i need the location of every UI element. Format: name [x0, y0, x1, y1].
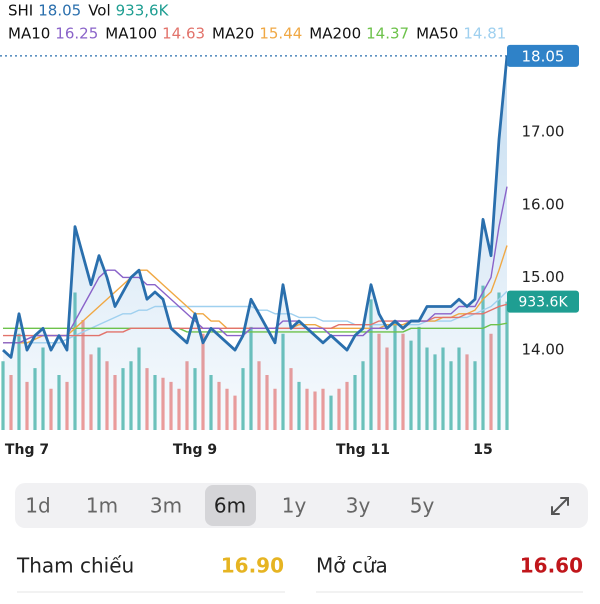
range-tab[interactable]: 6m: [214, 494, 246, 518]
selected-tab-bg: [205, 485, 256, 526]
x-tick-label: Thg 9: [173, 442, 217, 458]
x-tick-label: 15: [473, 442, 492, 458]
legend-value: 14.81: [463, 25, 506, 43]
legend-name: MA10: [8, 25, 50, 43]
y-tick-label: 16.00: [522, 195, 565, 213]
ma-line: [3, 322, 508, 333]
expand-icon: [560, 497, 569, 506]
price-line: [2, 55, 509, 359]
legend-name: MA100: [105, 25, 157, 43]
range-tab[interactable]: 1d: [25, 494, 50, 518]
range-tab-bar: [15, 483, 588, 528]
legend-value: 933,6K: [116, 2, 170, 20]
x-tick-label: Thg 7: [5, 442, 49, 458]
legend-value: 16.25: [55, 25, 98, 43]
last-price-label: 18.05: [522, 47, 565, 65]
chart: SHI 18.05 Vol 933,6K MA10 16.25 MA100 14.63 MA20…: [0, 2, 579, 458]
ma-line: [3, 186, 508, 344]
y-tick-label: 14.00: [522, 341, 565, 359]
y-tick-label: 15.00: [522, 268, 565, 286]
legend-name: MA20: [212, 25, 254, 43]
expand-icon: [551, 497, 569, 515]
legend-value: 14.63: [162, 25, 205, 43]
volume-tag: [507, 290, 579, 313]
expand-icon: [551, 506, 560, 515]
legend-value: 15.44: [259, 25, 302, 43]
range-tab[interactable]: 3y: [346, 494, 371, 518]
range-tab[interactable]: 1m: [86, 494, 118, 518]
range-tab[interactable]: 5y: [410, 494, 435, 518]
price-area: [3, 55, 507, 430]
legend-value: 14.37: [366, 25, 409, 43]
y-tick-label: 17.00: [522, 123, 565, 141]
quote-label: Tham chiếu: [16, 554, 134, 578]
quote-label: Mở cửa: [316, 554, 388, 578]
range-tab[interactable]: 1y: [282, 494, 307, 518]
range-tab[interactable]: 3m: [150, 494, 182, 518]
legend-name: Vol: [88, 2, 110, 20]
expand-button[interactable]: [551, 497, 569, 515]
legend-name: MA50: [416, 25, 458, 43]
last-price-tag: [507, 44, 579, 67]
legend-name: SHI: [8, 2, 33, 20]
quote-value: 16.60: [520, 554, 583, 578]
legend-name: MA200: [309, 25, 361, 43]
legend-value: 18.05: [38, 2, 81, 20]
volume-tag-label: 933.6K: [518, 295, 568, 311]
range-tabs: 1d 1m 3m 6m 1y 3y 5y: [25, 485, 434, 526]
quote-value: 16.90: [221, 554, 284, 578]
quote-row: Tham chiếu 16.90 Mở cửa 16.60: [16, 554, 583, 578]
x-tick-label: Thg 11: [336, 442, 390, 458]
